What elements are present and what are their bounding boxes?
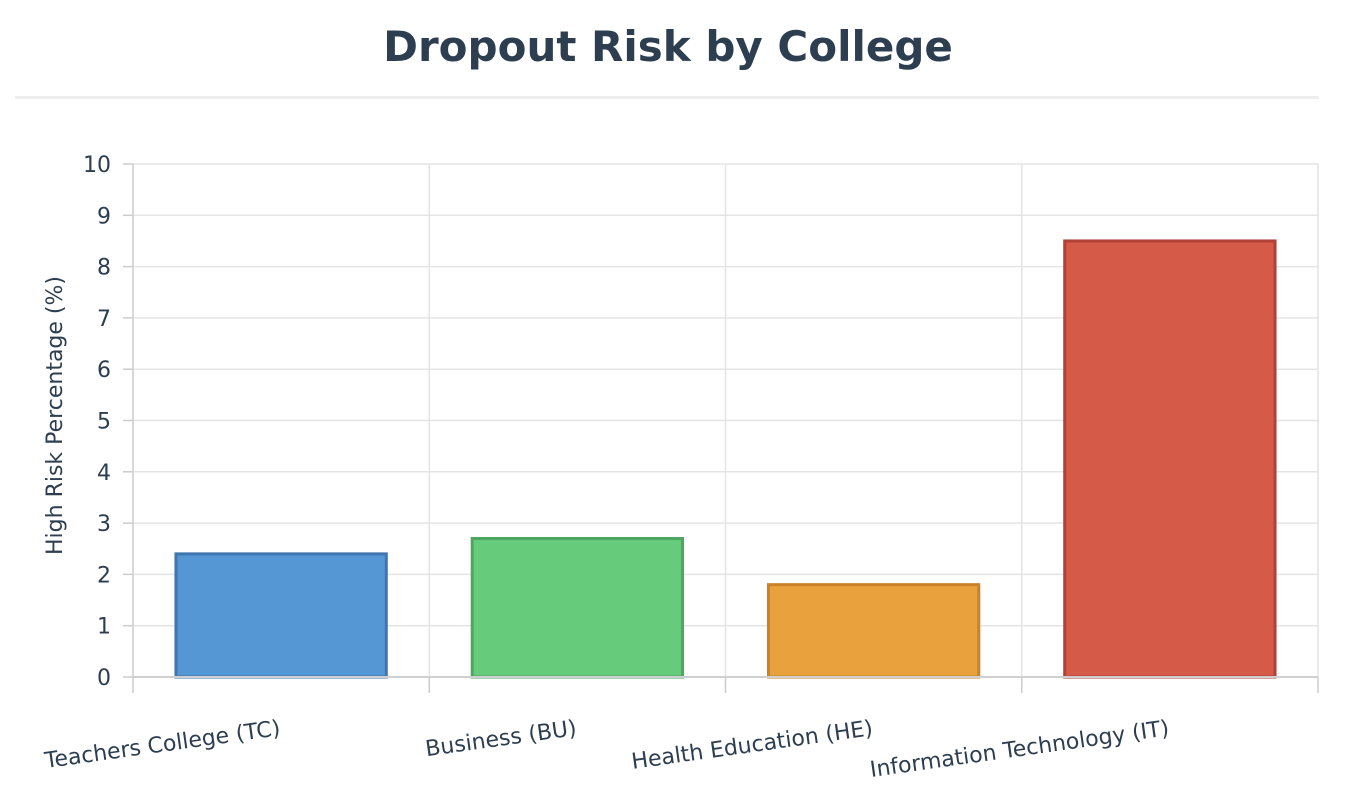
y-tick-label: 2 [97, 563, 111, 588]
axes [123, 163, 1319, 693]
y-tick-label: 5 [97, 410, 111, 435]
y-tick-label: 8 [97, 256, 111, 281]
x-tick-label: Business (BU) [424, 716, 578, 762]
chart-title: Dropout Risk by College [383, 22, 953, 71]
x-tick-label: Health Education (HE) [630, 716, 874, 775]
y-axis-title: High Risk Percentage (%) [43, 276, 68, 555]
y-tick-label: 9 [97, 204, 111, 229]
bar [766, 583, 981, 679]
bar [1063, 239, 1277, 679]
y-tick-label: 6 [97, 358, 111, 383]
bar [174, 552, 388, 679]
y-tick-labels: 0 1 2 3 4 5 6 7 8 9 10 [83, 153, 111, 691]
bar [470, 536, 685, 679]
y-tick-label: 7 [97, 307, 111, 332]
bars [174, 239, 1277, 679]
title-divider [15, 96, 1319, 99]
y-tick-label: 3 [97, 512, 111, 537]
x-tick-labels: Teachers College (TC) Business (BU) Health… [42, 716, 1170, 783]
x-tick-label: Information Technology (IT) [868, 716, 1170, 783]
y-tick-label: 4 [97, 461, 111, 486]
y-tick-label: 1 [97, 615, 111, 640]
y-tick-label: 0 [97, 666, 111, 691]
y-tick-label: 10 [83, 153, 111, 178]
x-tick-label: Teachers College (TC) [42, 716, 282, 774]
